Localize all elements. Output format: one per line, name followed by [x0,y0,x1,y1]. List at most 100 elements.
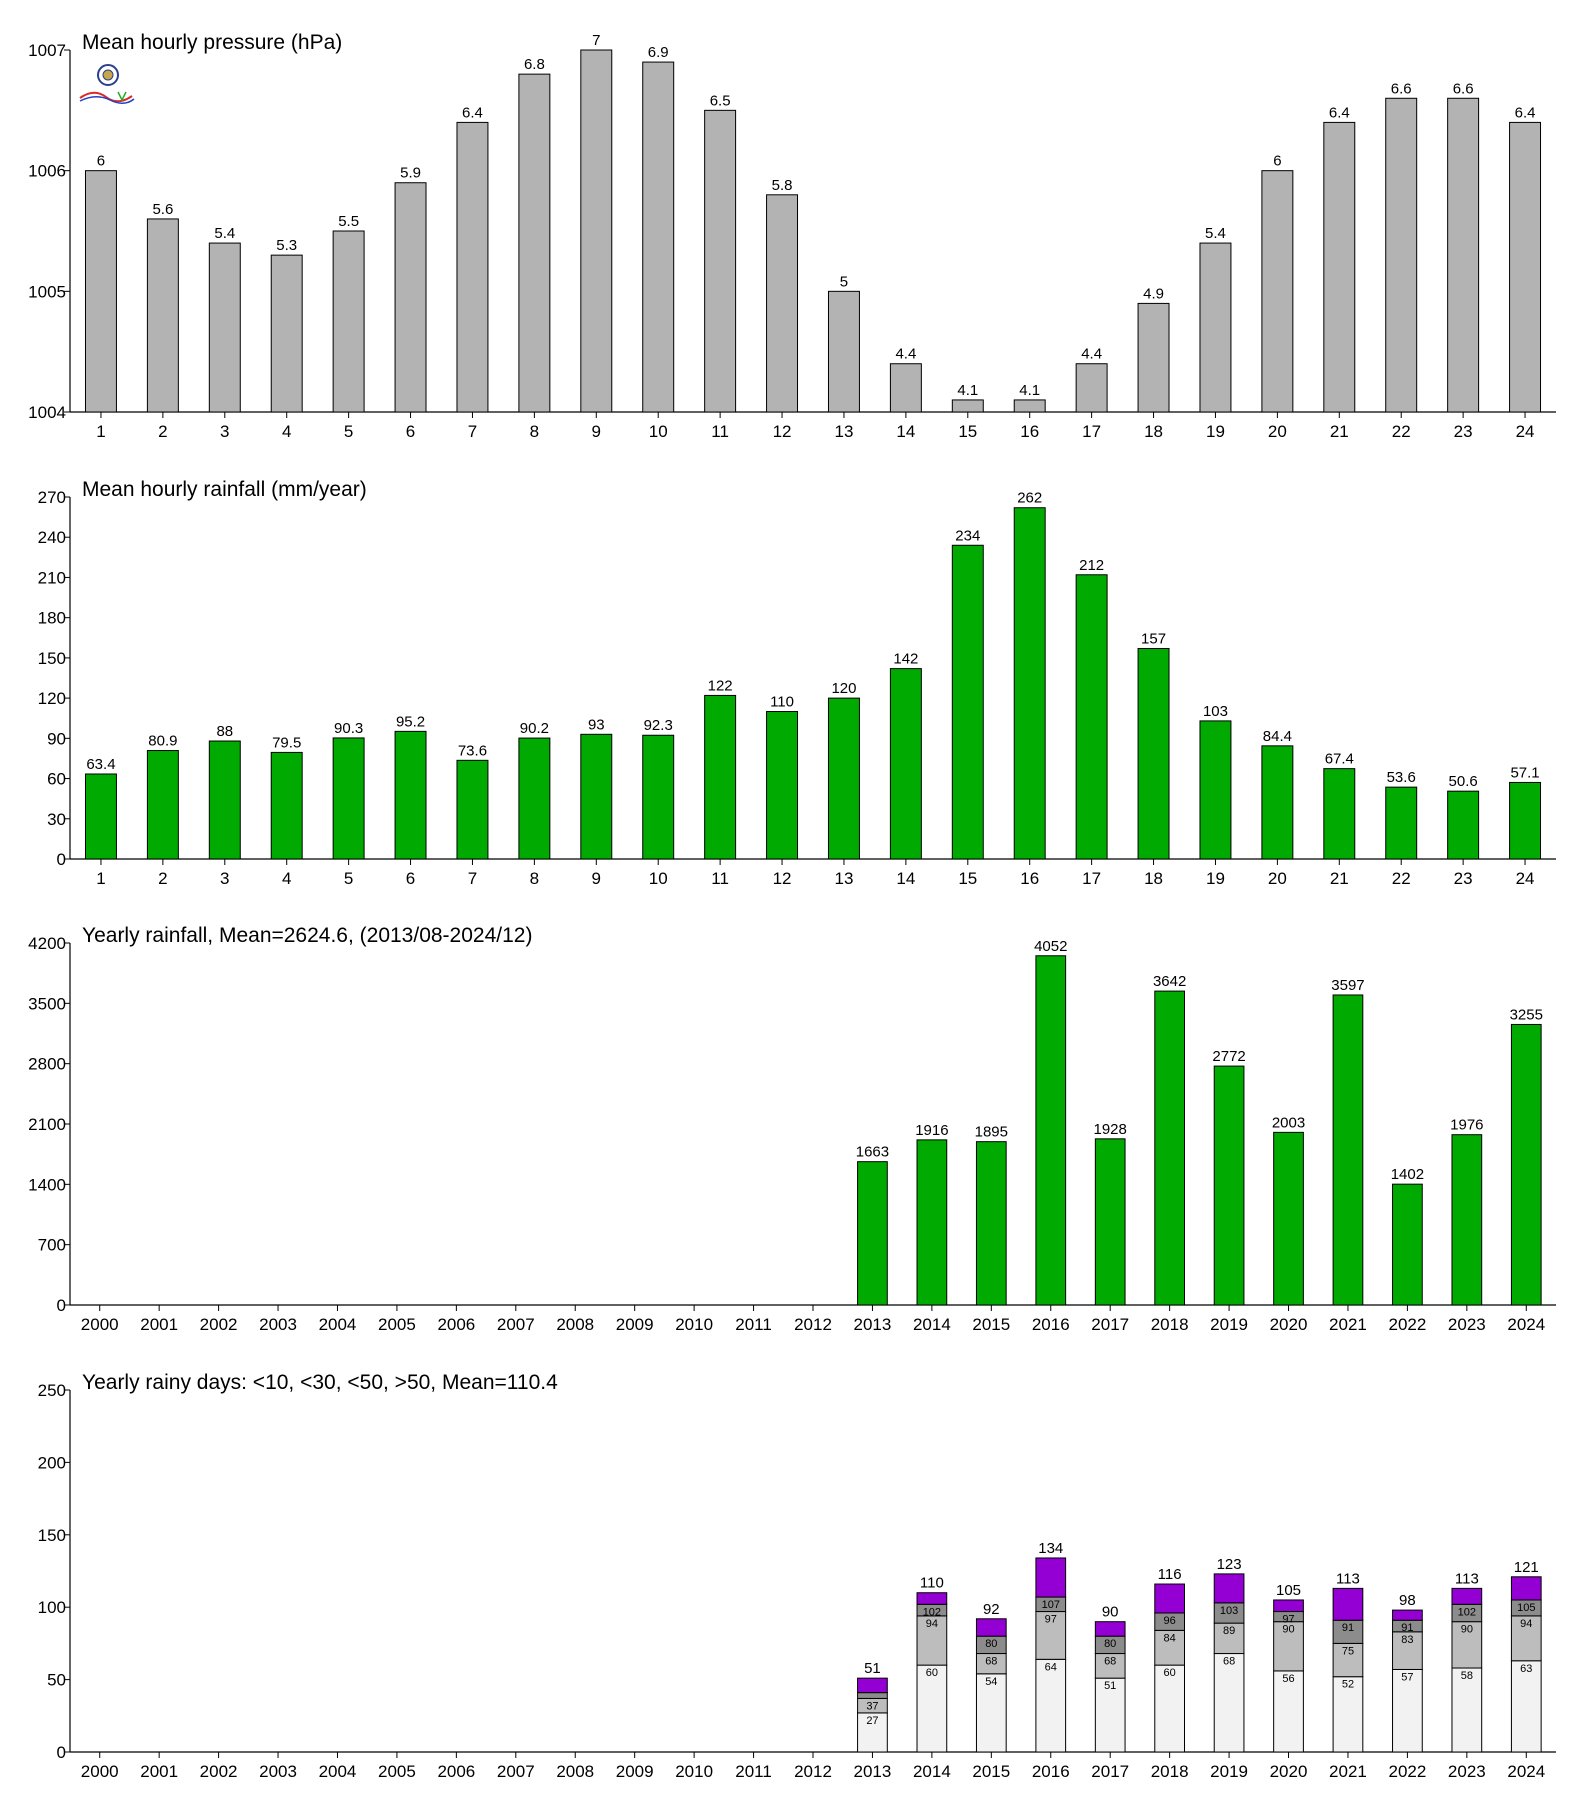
bar [1392,1183,1423,1306]
y-tick-label: 150 [38,1526,66,1545]
bar [1332,994,1364,1306]
bar [1447,97,1480,413]
x-tick-label: 2004 [319,1762,357,1781]
data-label: 93 [588,716,605,733]
data-label: 50.6 [1449,773,1478,790]
x-tick-label: 2005 [378,1315,416,1334]
bar [1385,786,1418,860]
data-label: 6.4 [1329,104,1350,121]
bar [1273,1131,1304,1306]
x-tick-label: 16 [1020,422,1039,441]
total-label: 113 [1455,1570,1479,1587]
segment-label: 27 [866,1715,878,1727]
bar [518,737,551,860]
x-tick-label: 20 [1268,422,1287,441]
x-tick-label: 2000 [81,1315,119,1334]
y-tick-label: 60 [47,770,66,789]
x-tick-label: 7 [468,422,477,441]
bar [518,73,551,413]
data-label: 63.4 [86,756,115,773]
x-tick-label: 2001 [140,1315,178,1334]
segment-label: 102 [1458,1606,1476,1618]
segment-label: 54 [985,1676,997,1688]
bar [827,697,860,860]
x-tick-label: 22 [1392,869,1411,888]
bar [394,730,427,860]
chart-title: Yearly rainfall, Mean=2624.6, (2013/08-2… [82,924,532,947]
data-label: 79.5 [272,734,301,751]
x-tick-label: 23 [1454,869,1473,888]
bar [766,194,799,413]
x-tick-label: 8 [530,422,539,441]
y-tick-label: 270 [38,488,66,507]
stack-segment [1510,1615,1542,1662]
x-tick-label: 2014 [913,1315,951,1334]
bar [146,218,179,413]
stack-segment [1154,1664,1186,1753]
bar [1013,507,1046,860]
bar [332,230,365,413]
x-tick-label: 7 [468,869,477,888]
y-tick-label: 4200 [28,934,66,953]
bar [827,290,860,413]
x-tick-label: 2015 [972,1762,1010,1781]
data-label: 88 [216,723,233,740]
bar [766,711,799,860]
bar [394,182,427,413]
data-label: 234 [955,527,980,544]
bar [1094,1138,1126,1306]
x-tick-label: 2016 [1032,1762,1070,1781]
segment-label: 75 [1342,1645,1354,1657]
stack-segment [1213,1622,1245,1655]
x-tick-label: 10 [649,422,668,441]
data-label: 90.2 [520,720,549,737]
x-tick-label: 1 [96,422,105,441]
chart-panel-4: 0 50 100 150 200 250 2000 2001 2002 2003 2004 2005 2… [38,1371,1556,1781]
data-label: 212 [1079,557,1104,574]
stack-segment [1273,1670,1304,1753]
x-tick-label: 2017 [1091,1315,1129,1334]
y-tick-label: 1400 [28,1175,66,1194]
x-tick-label: 2008 [556,1762,594,1781]
y-tick-label: 100 [38,1598,66,1617]
bar [1137,648,1170,860]
stack-segment [857,1692,888,1699]
data-label: 67.4 [1325,751,1354,768]
segment-label: 90 [1461,1624,1473,1636]
y-tick-label: 0 [57,1296,66,1315]
data-label: 5 [840,273,848,290]
data-label: 6.4 [462,104,483,121]
segment-label: 64 [1045,1661,1057,1673]
y-tick-label: 200 [38,1453,66,1472]
data-label: 1916 [915,1122,948,1139]
stack-segment [1332,1587,1364,1621]
stack-segment [1451,1667,1483,1753]
stack-segment [1035,1611,1067,1660]
total-label: 121 [1514,1559,1539,1576]
bar [1261,745,1294,860]
x-tick-label: 21 [1330,869,1349,888]
x-tick-label: 2011 [735,1315,772,1334]
segment-label: 94 [926,1618,938,1630]
x-tick-label: 2006 [437,1315,475,1334]
bar [332,737,365,860]
x-tick-label: 14 [896,869,915,888]
y-tick-label: 120 [38,689,66,708]
bar [704,109,737,413]
stack-segment [1213,1573,1245,1604]
stack-segment [857,1712,888,1753]
x-tick-label: 2012 [794,1315,832,1334]
x-tick-label: 6 [406,422,415,441]
bar [1509,121,1542,413]
x-tick-label: 3 [220,869,229,888]
data-label: 4.1 [957,382,978,399]
y-tick-label: 250 [38,1381,66,1400]
x-tick-label: 2024 [1507,1315,1545,1334]
x-tick-label: 2002 [200,1762,238,1781]
data-label: 1928 [1094,1121,1127,1138]
stack-segment [1094,1653,1126,1679]
segment-label: 91 [1401,1622,1413,1634]
bar [1447,790,1480,860]
